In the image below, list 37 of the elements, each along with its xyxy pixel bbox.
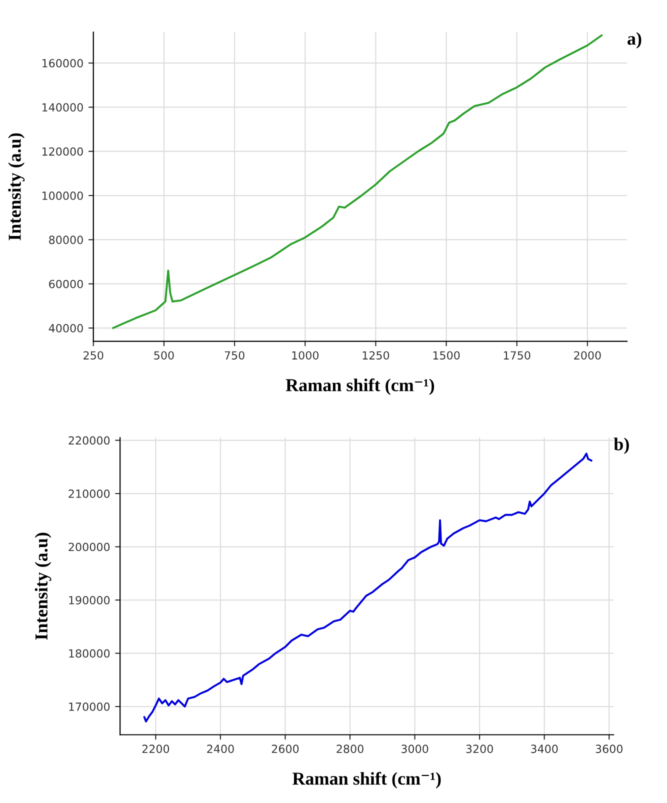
x-axis-title: Raman shift (cm⁻¹)	[286, 378, 434, 395]
x-tick-label: 3000	[401, 744, 428, 754]
x-tick-label: 3600	[596, 744, 623, 754]
y-tick-label: 40000	[48, 324, 83, 332]
x-tick-label: 3200	[466, 744, 493, 754]
y-tick-label: 80000	[49, 236, 83, 244]
y-axis-title: Intensity (a.u)	[8, 133, 25, 240]
x-tick-label: 1500	[433, 351, 460, 360]
y-tick-label: 100000	[42, 192, 83, 200]
y-tick-label: 140000	[42, 103, 83, 112]
x-tick-label: 2200	[142, 744, 170, 754]
text: a)	[628, 32, 642, 48]
x-tick-label: 1750	[504, 351, 530, 360]
x-tick-label: 1250	[362, 351, 390, 360]
x-tick-label: 250	[84, 351, 104, 360]
y-tick-label: 210000	[68, 490, 110, 498]
y-tick-label: 180000	[69, 649, 110, 658]
x-tick-label: 2600	[272, 744, 299, 754]
x-tick-label: 1000	[292, 351, 319, 360]
y-tick-label: 160000	[42, 59, 83, 68]
x-tick-label: 2000	[574, 351, 601, 360]
y-tick-label: 60000	[49, 280, 83, 288]
y-tick-label: 200000	[68, 542, 110, 552]
x-axis-title: Raman shift (cm⁻¹)	[292, 772, 441, 788]
y-tick-label: 220000	[68, 436, 110, 445]
x-tick-label: 750	[224, 351, 244, 360]
y-axis-title: Intensity (a.u)	[34, 532, 52, 640]
y-tick-label: 120000	[42, 147, 83, 156]
line-series	[143, 452, 592, 722]
x-tick-label: 500	[154, 351, 174, 360]
x-tick-label: 2800	[336, 744, 364, 754]
text: b)	[614, 438, 629, 454]
x-tick-label: 3400	[531, 744, 558, 754]
y-tick-label: 170000	[69, 702, 110, 711]
y-tick-label: 190000	[69, 596, 110, 604]
line-series	[112, 34, 603, 329]
x-tick-label: 2400	[207, 744, 234, 754]
